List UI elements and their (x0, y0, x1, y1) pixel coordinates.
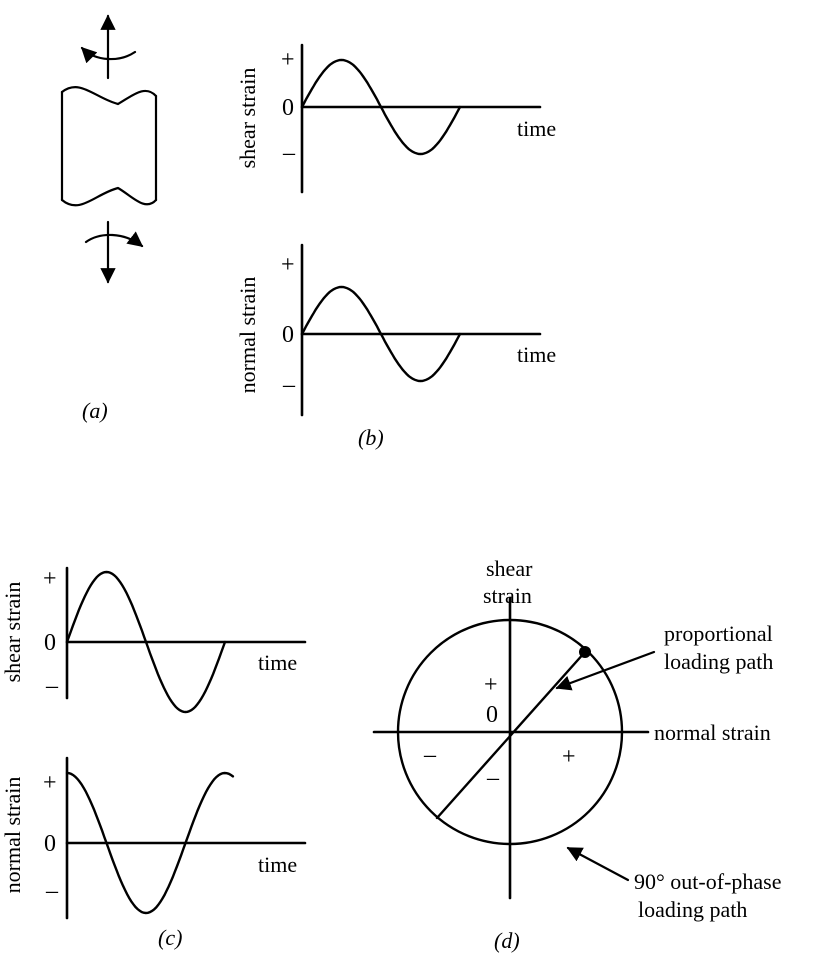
c-bottom-minus: – (45, 878, 59, 904)
c-bottom-xlabel: time (258, 852, 297, 877)
b-bottom-xlabel: time (517, 342, 556, 367)
b-bottom-normal-curve (300, 285, 462, 383)
d-minus-x: – (423, 742, 437, 768)
c-bottom-normal-curve (65, 771, 235, 915)
d-proportional-label-line1: proportional (664, 621, 773, 646)
b-top-ylabel: shear strain (235, 68, 260, 169)
panel-d-label: (d) (494, 928, 520, 953)
d-outofphase-label-line2: loading path (638, 897, 747, 922)
torque-arrow-bottom-icon (84, 231, 144, 248)
b-top-plus: + (281, 47, 295, 73)
d-minus-y: – (486, 765, 500, 791)
torque-arrow-top-icon (80, 46, 137, 64)
panel-c: + 0 – time shear strain + 0 – time norma… (0, 566, 307, 950)
d-plus-x: + (562, 744, 576, 770)
b-bottom-plus: + (281, 252, 295, 278)
panel-b: + 0 – time shear strain + 0 – time norma… (235, 43, 556, 450)
panel-b-label: (b) (358, 425, 384, 450)
c-top-plus: + (43, 566, 57, 592)
c-top-xlabel: time (258, 650, 297, 675)
b-top-xlabel: time (517, 116, 556, 141)
panel-c-label: (c) (158, 925, 182, 950)
c-bottom-zero: 0 (44, 831, 56, 857)
d-plus-y: + (484, 672, 498, 698)
c-top-ylabel: shear strain (0, 582, 25, 683)
d-outofphase-label-line1: 90° out-of-phase (634, 869, 781, 894)
d-proportional-arrow-icon (555, 650, 656, 691)
panel-a: (a) (60, 14, 158, 423)
d-proportional-endpoint (579, 646, 591, 658)
b-top-shear-curve (300, 58, 462, 156)
panel-d: shear strain normal strain + – + – 0 pro… (372, 556, 781, 953)
panel-a-label: (a) (82, 398, 108, 423)
specimen-bottom-edge (60, 186, 158, 207)
c-top-minus: – (45, 673, 59, 699)
b-bottom-ylabel: normal strain (235, 277, 260, 394)
d-shear-label-line2: strain (483, 583, 532, 608)
c-bottom-ylabel: normal strain (0, 777, 25, 894)
c-top-shear-curve (65, 570, 227, 714)
d-outofphase-arrow-icon (566, 846, 630, 882)
d-proportional-label-line2: loading path (664, 649, 773, 674)
d-zero: 0 (486, 702, 498, 728)
b-top-minus: – (282, 140, 296, 166)
b-bottom-minus: – (282, 372, 296, 398)
d-normal-label: normal strain (654, 720, 771, 745)
b-bottom-zero: 0 (282, 322, 294, 348)
d-shear-label-line1: shear (486, 556, 533, 581)
b-top-zero: 0 (282, 95, 294, 121)
c-top-zero: 0 (44, 630, 56, 656)
c-bottom-plus: + (43, 770, 57, 796)
specimen-top-edge (60, 86, 158, 106)
